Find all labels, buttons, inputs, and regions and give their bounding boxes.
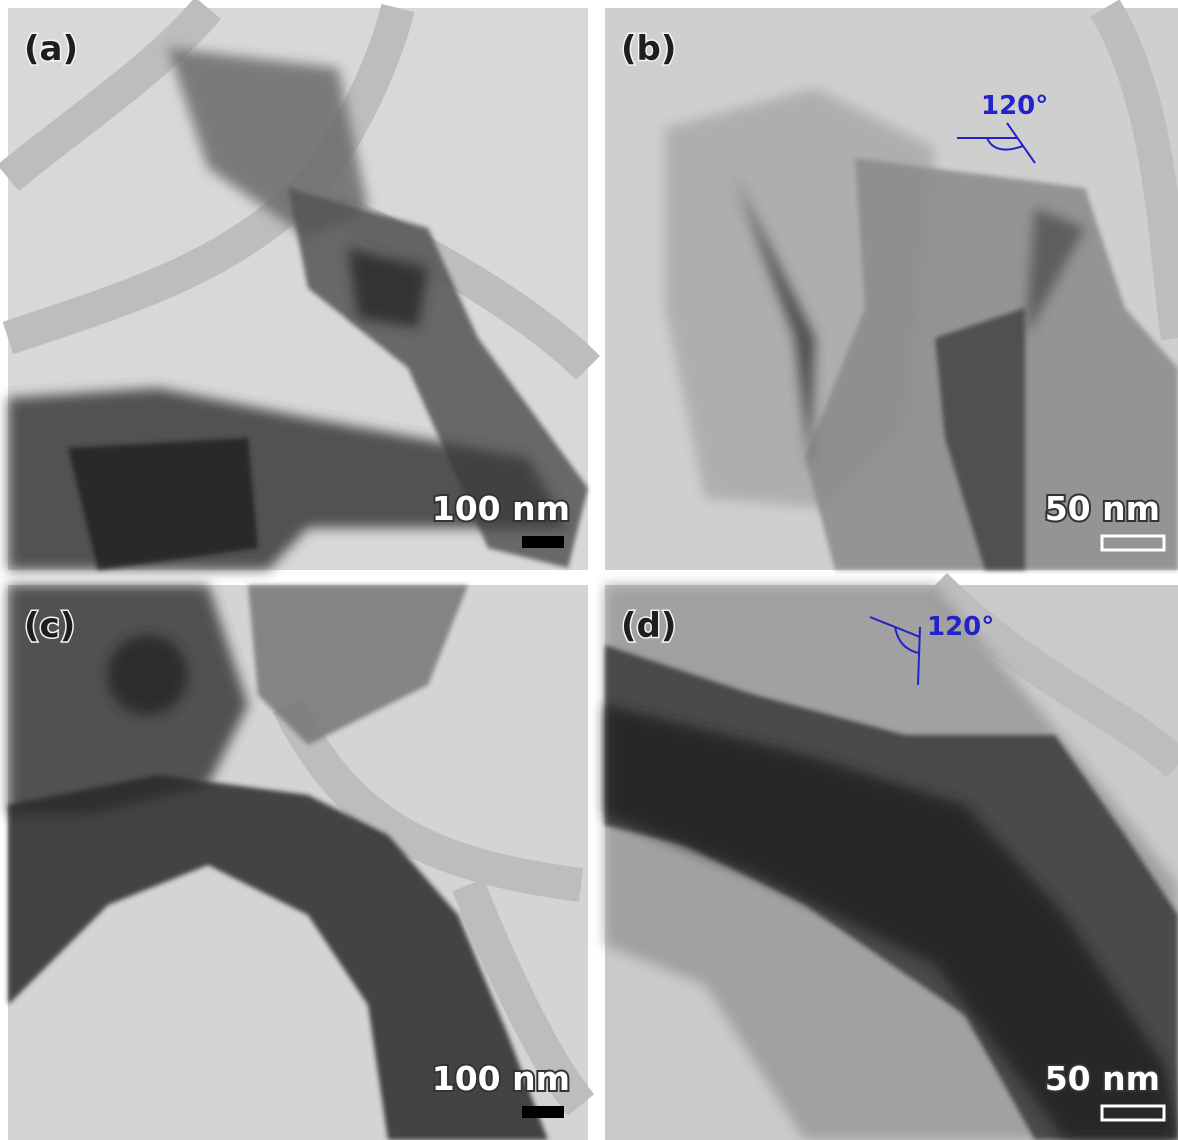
panel: (c) 100 nm	[8, 585, 588, 1140]
angle-label: 120°	[927, 612, 994, 642]
panel-label: (a)	[24, 29, 78, 69]
figure: (a) 100 nm (b) 50 nm 120° (c) 100 nm (d) 50 nm 12…	[0, 0, 1178, 1140]
panel: (b) 50 nm 120°	[605, 8, 1178, 570]
scale-bar	[522, 536, 564, 548]
panel-label: (c)	[24, 606, 75, 646]
particle	[108, 635, 188, 715]
scale-bar	[522, 1106, 564, 1118]
panel-label: (d)	[621, 606, 676, 646]
particle	[68, 438, 258, 570]
panel: (d) 50 nm 120°	[605, 585, 1178, 1140]
panel: (a) 100 nm	[8, 8, 588, 570]
scale-bar-label: 100 nm	[432, 489, 570, 528]
scale-bar-label: 50 nm	[1045, 489, 1160, 528]
angle-label: 120°	[981, 91, 1048, 121]
scale-bar-label: 100 nm	[432, 1059, 570, 1098]
scale-bar-label: 50 nm	[1045, 1059, 1160, 1098]
panel-label: (b)	[621, 29, 676, 69]
